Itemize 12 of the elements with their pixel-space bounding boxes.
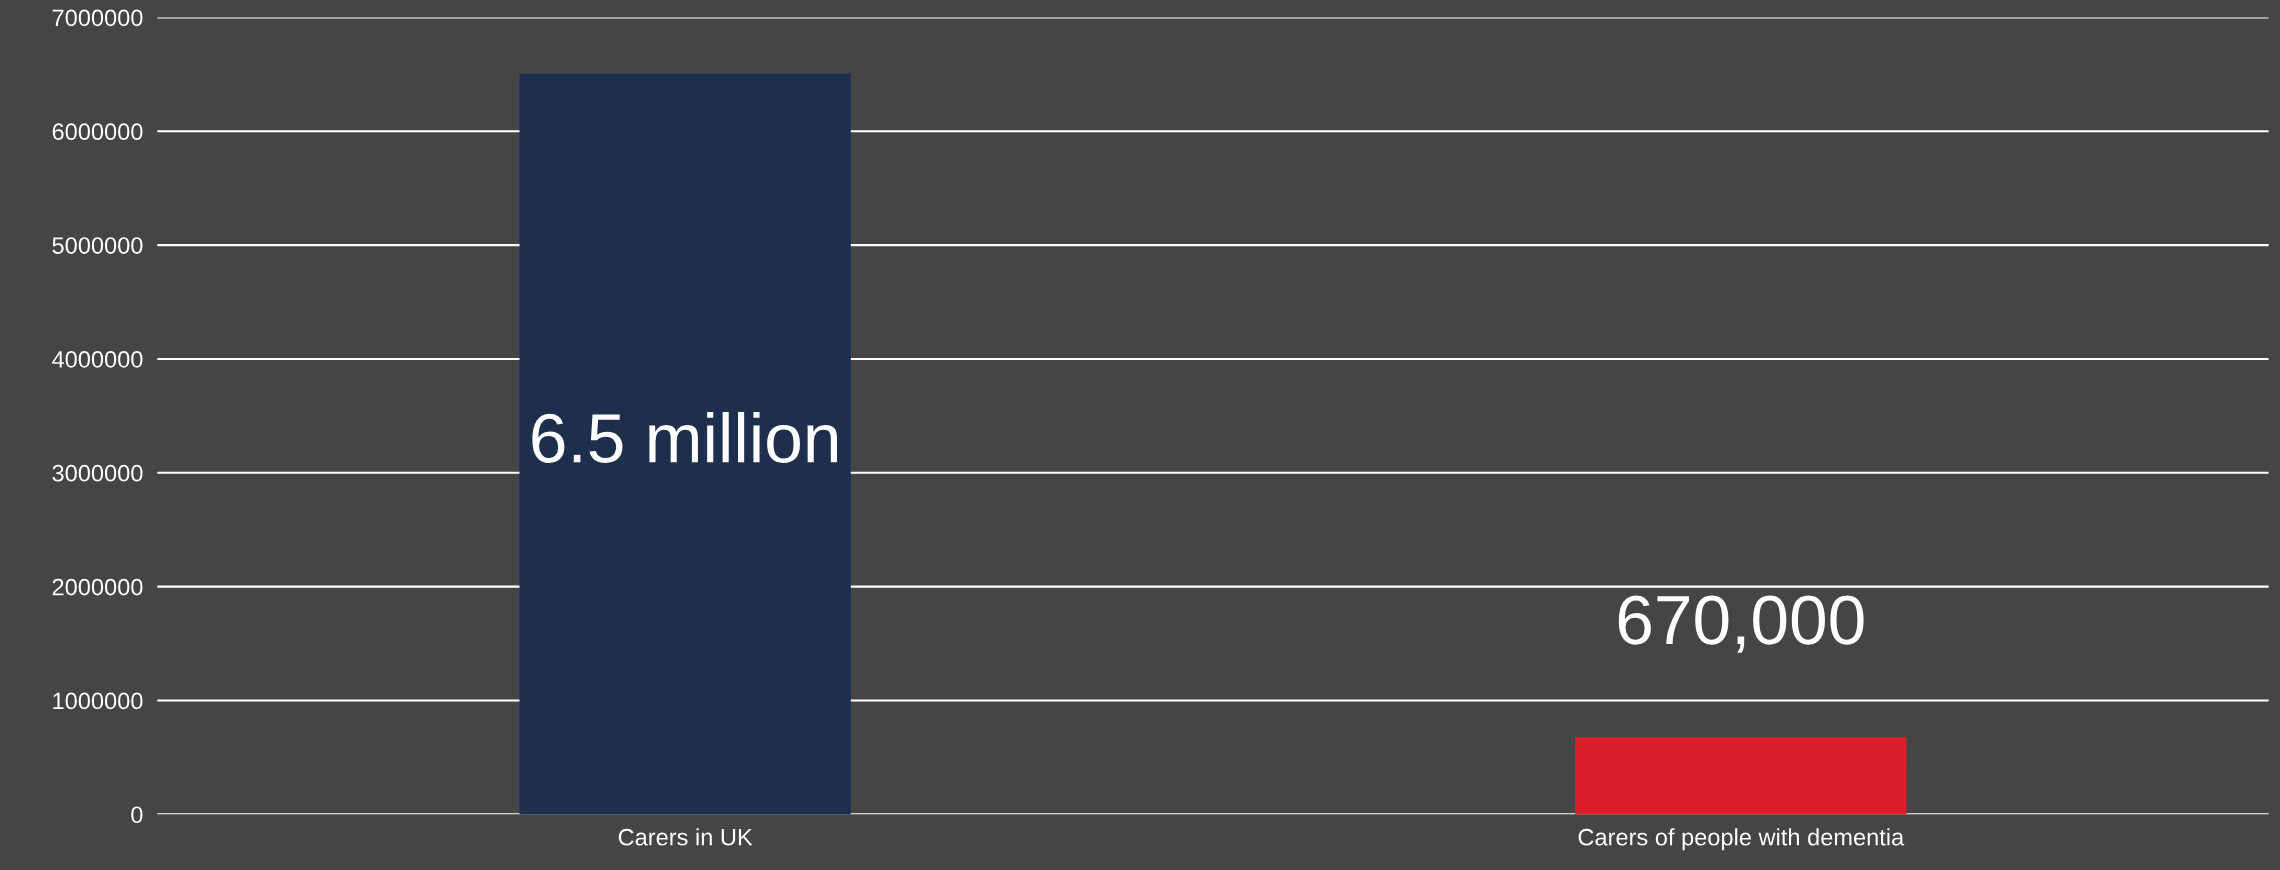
data-label: 670,000 [1618,595,1864,653]
y-tick-label: 7000000 [52,9,143,27]
x-tick-label: Carers in UK [618,828,753,846]
y-tick-label: 1000000 [53,692,143,710]
y-tick-label: 3000000 [52,464,143,482]
y-tick-label: 0 [131,806,143,824]
data-label: 6.5 million [532,411,837,463]
x-tick-label: Carers of people with dementia [1578,828,1905,851]
y-tick-label: 6000000 [52,123,143,141]
y-tick-label: 4000000 [52,351,143,368]
y-tick-label: 5000000 [52,237,143,254]
y-tick-label: 2000000 [52,578,143,596]
